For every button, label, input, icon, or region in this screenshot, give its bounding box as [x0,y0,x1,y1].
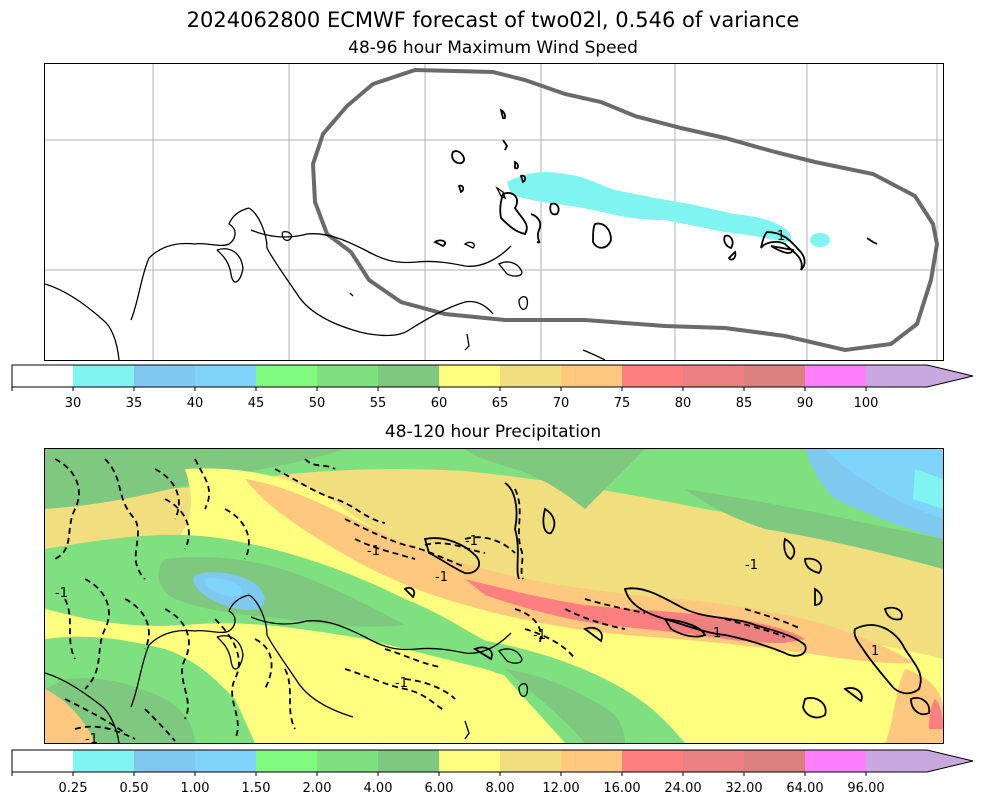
wind-colorbar-tick-label: 80 [675,396,692,411]
wind-colorbar-swatch [866,365,973,387]
wind-colorbar-tick-label: 40 [187,396,204,411]
precip-colorbar-swatch [12,750,73,772]
precip-map-title: 48-120 hour Precipitation [384,422,602,442]
precip-colorbar-tick-label: 6.00 [425,781,454,796]
wind-colorbar-swatch [317,365,378,387]
wind-colorbar-tick-label: 65 [492,396,509,411]
precip-colorbar-swatch [256,750,317,772]
precip-colorbar-tick-label: 16.00 [603,781,640,796]
precip-colorbar-swatch [134,750,195,772]
precip-contour-label: -1 [533,628,546,643]
precip-colorbar-tick-label: 0.25 [59,781,88,796]
wind-colorbar-tick-label: 70 [553,396,570,411]
wind-colorbar-swatch [500,365,561,387]
coastlines [45,186,606,360]
precip-colorbar-tick-label: 96.00 [847,781,884,796]
precip-colorbar-tick-label: 24.00 [664,781,701,796]
precip-colorbar-swatch [683,750,744,772]
precip-colorbar-outline [11,749,974,773]
precip-contour-label: 1 [713,626,721,641]
precip-colorbar-tick-label: 32.00 [725,781,762,796]
precip-map-canvas: -1 -1 -1 -1 -1 -1 -1 -1 1 1 [45,449,943,743]
precip-contour-label: -1 [465,534,478,549]
wind-contour-label: 1 [777,229,785,244]
wind-colorbar-swatch [12,365,73,387]
wind-colorbar-swatch [805,365,866,387]
wind-colorbar-swatch [256,365,317,387]
precip-band-orange [245,479,915,664]
wind-colorbar-tick-label: 55 [370,396,387,411]
wind-map-canvas: 1 [45,64,943,360]
wind-colorbar-tick-label: 100 [854,396,879,411]
wind-colorbar-swatch [439,365,500,387]
precip-band-green-upper [45,449,943,559]
precip-contour-label: -1 [367,544,380,559]
wind-colorbar-tick-label: 45 [248,396,265,411]
precip-contour-labels: -1 -1 -1 -1 -1 -1 -1 -1 1 1 [55,534,879,743]
precip-contour-label: -1 [395,676,408,691]
wind-swath-blob [810,233,830,247]
precip-colorbar-swatch [500,750,561,772]
wind-map-title: 48-96 hour Maximum Wind Speed [348,38,638,58]
wind-colorbar-swatch [683,365,744,387]
figure-title: 2024062800 ECMWF forecast of two02l, 0.5… [186,8,800,32]
wind-colorbar-swatch [622,365,683,387]
wind-colorbar-swatch [378,365,439,387]
wind-colorbar-tick-label: 90 [797,396,814,411]
precip-colorbar-tick-label: 64.00 [786,781,823,796]
precip-colorbar-swatch [378,750,439,772]
wind-colorbar-swatch [134,365,195,387]
wind-speed-map: 1 [44,63,944,361]
precip-contour-label: -1 [85,732,98,743]
wind-colorbar-swatch [744,365,805,387]
wind-colorbar-tick-label: 30 [65,396,82,411]
precip-colorbar-swatch [622,750,683,772]
precip-colorbar-swatch [805,750,866,772]
wind-colorbar-tick-label: 50 [309,396,326,411]
precip-colorbar-tick-label: 0.50 [120,781,149,796]
precip-colorbar-swatch [439,750,500,772]
precipitation-map: -1 -1 -1 -1 -1 -1 -1 -1 1 1 [44,448,944,744]
precip-dashed-contours [54,458,802,742]
precip-contour-label: -1 [55,586,68,601]
wind-colorbar-swatch [195,365,256,387]
precip-coastlines [45,594,529,743]
precip-colorbar-swatch [73,750,134,772]
precip-solid-contours [403,482,931,719]
precip-colorbar-tick-label: 8.00 [486,781,515,796]
precip-contour-label: -1 [435,570,448,585]
wind-contours [433,108,878,271]
wind-map-gridlines [45,64,943,360]
precip-colorbar-swatch [866,750,973,772]
wind-colorbar-outline [11,364,974,388]
wind-speed-colorbar: 30 35 40 45 50 55 60 65 70 75 80 85 90 100 [11,364,974,411]
precip-colorbar-tick-label: 1.00 [181,781,210,796]
wind-colorbar-swatch [73,365,134,387]
precipitation-colorbar: 0.25 0.50 1.00 1.50 2.00 4.00 6.00 8.00 12.00 16.… [11,749,974,796]
wind-colorbar-tick-label: 85 [736,396,753,411]
precip-colorbar-tick-label: 2.00 [303,781,332,796]
wind-colorbar-tick-label: 35 [126,396,143,411]
precip-colorbar-tick-label: 4.00 [364,781,393,796]
precip-colorbar-swatch [744,750,805,772]
wind-colorbar-swatch [561,365,622,387]
forecast-cone-outline [310,67,940,353]
precip-colorbar-swatch [195,750,256,772]
precip-contour-label: -1 [745,558,758,573]
precip-colorbar-swatch [561,750,622,772]
wind-colorbar-tick-label: 75 [614,396,631,411]
precip-colorbar-swatch [317,750,378,772]
precip-colorbar-tick-label: 1.50 [242,781,271,796]
wind-colorbar-tick-label: 60 [431,396,448,411]
precip-contour-label: 1 [871,644,879,659]
wind-swath-30kt [507,172,792,242]
precip-colorbar-tick-label: 12.00 [542,781,579,796]
